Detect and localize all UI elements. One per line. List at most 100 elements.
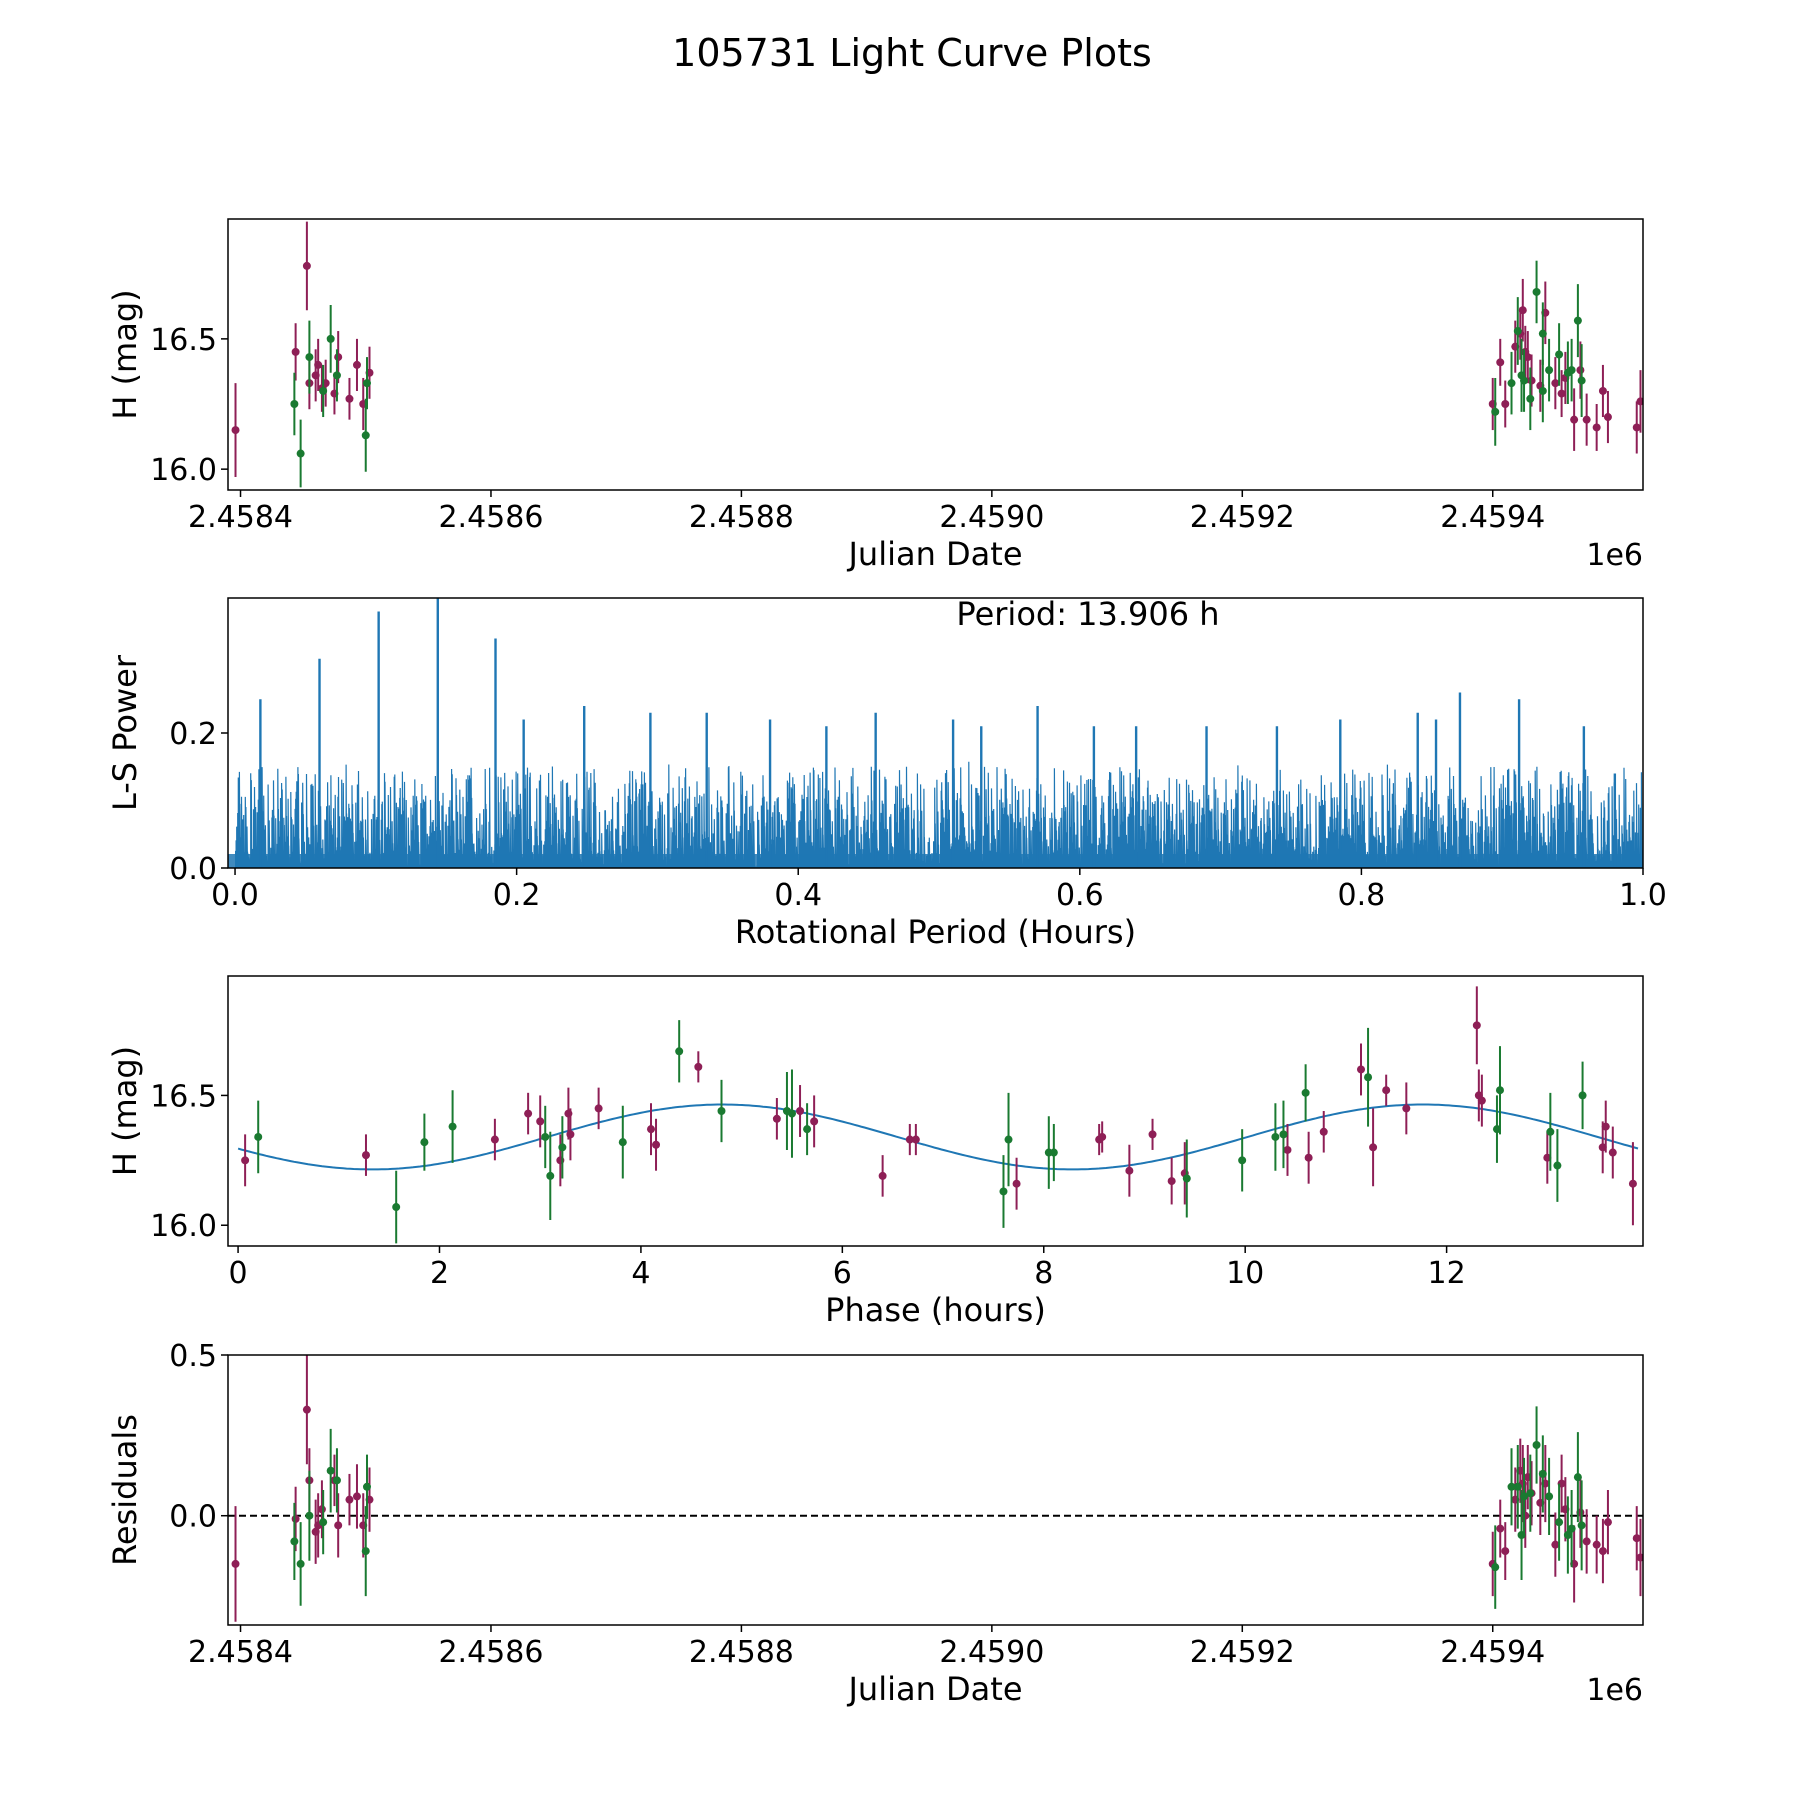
data-point [1167, 1177, 1176, 1186]
data-point [1004, 1135, 1013, 1144]
data-point [1477, 1096, 1486, 1105]
data-point [1012, 1179, 1021, 1188]
data-point [1555, 1518, 1564, 1527]
data-point [1523, 353, 1532, 362]
y-tick-label: 0.5 [169, 1339, 217, 1374]
data-point [1573, 1473, 1582, 1482]
x-tick-label: 2.4590 [939, 500, 1044, 535]
data-point [1369, 1143, 1378, 1152]
data-point [1271, 1132, 1280, 1141]
data-point [1577, 376, 1586, 385]
data-point [231, 1559, 240, 1568]
data-point [332, 371, 341, 380]
data-point [1526, 394, 1535, 403]
x-tick-label: 10 [1226, 1256, 1264, 1291]
x-tick-label: 2.4588 [689, 1635, 794, 1670]
x-axis-label: Julian Date [846, 535, 1022, 573]
data-point [1545, 366, 1554, 375]
ls-power-fill [228, 854, 1643, 868]
x-tick-label: 2 [430, 1256, 449, 1291]
data-point [787, 1109, 796, 1118]
axes-frame [227, 975, 1644, 1247]
data-point [291, 1514, 300, 1523]
x-tick-label: 2.4586 [438, 500, 543, 535]
data-point [1098, 1132, 1107, 1141]
data-point [1148, 1130, 1157, 1139]
plot-area [228, 598, 1643, 868]
data-point [1543, 1153, 1552, 1162]
y-tick-label: 0.2 [169, 717, 217, 752]
y-tick-label: 16.5 [150, 1079, 217, 1114]
data-point [1592, 423, 1601, 432]
data-point [1496, 358, 1505, 367]
data-point [296, 449, 305, 458]
data-point [1603, 1518, 1612, 1527]
x-tick-label: 0.2 [493, 878, 541, 913]
data-point [1551, 379, 1560, 388]
data-point [317, 1505, 326, 1514]
y-axis-label: Residuals [106, 1414, 144, 1566]
data-point [796, 1107, 805, 1115]
data-point [541, 1132, 550, 1141]
y-tick-label: 0.0 [169, 1500, 217, 1535]
data-point [1472, 1021, 1481, 1030]
data-point [1527, 376, 1536, 385]
data-point [392, 1203, 401, 1212]
data-point [810, 1117, 819, 1126]
data-point [905, 1135, 914, 1144]
panel-phase: 0 2 4 6 8 10 12 16.0 16.5 Phase (hours) H (mag) [106, 975, 1644, 1329]
data-point [345, 394, 354, 403]
data-point [646, 1125, 655, 1134]
data-point [334, 1521, 343, 1530]
data-point [361, 1547, 370, 1556]
figure-title: 105731 Light Curve Plots [672, 31, 1152, 75]
data-point [1582, 1537, 1591, 1546]
data-point [1491, 407, 1500, 416]
data-point [618, 1138, 627, 1147]
panel-periodogram: 0.0 0.2 0.4 0.6 0.8 1.0 0.0 0.2 Rotational Perio… [106, 595, 1667, 951]
data-point [1491, 1563, 1500, 1572]
x-tick-label: 0.4 [774, 878, 822, 913]
data-point [1578, 1091, 1587, 1100]
data-point [1553, 1161, 1562, 1170]
x-offset-label: 1e6 [1586, 1673, 1643, 1708]
data-point [1598, 1547, 1607, 1556]
data-point [1501, 400, 1510, 409]
x-tick-label: 4 [631, 1256, 650, 1291]
x-tick-label: 2.4592 [1190, 500, 1295, 535]
data-point [302, 261, 311, 270]
panel-residuals: 2.4584 2.4586 2.4588 2.4590 2.4592 2.4594 0.0 0… [106, 1339, 1644, 1708]
data-point [911, 1135, 920, 1144]
data-point [1526, 1489, 1535, 1498]
x-tick-label: 2.4590 [939, 1635, 1044, 1670]
data-point [1632, 1534, 1641, 1543]
data-point [1582, 415, 1591, 424]
data-point [1567, 1524, 1576, 1533]
x-tick-label: 1.0 [1619, 878, 1667, 913]
data-point [1592, 1540, 1601, 1549]
data-point [290, 1537, 299, 1546]
data-point [1545, 1492, 1554, 1501]
data-point [362, 1482, 371, 1491]
data-point [566, 1130, 575, 1139]
x-tick-label: 0.8 [1338, 878, 1386, 913]
data-point [1573, 316, 1582, 325]
x-tick-label: 2.4592 [1190, 1635, 1295, 1670]
data-point [319, 1518, 328, 1527]
data-point [345, 1495, 354, 1504]
x-offset-label: 1e6 [1586, 538, 1643, 573]
data-point [420, 1138, 429, 1147]
data-point [1603, 413, 1612, 422]
data-point [1598, 386, 1607, 395]
data-point [1532, 1441, 1541, 1449]
data-point [302, 1405, 311, 1414]
data-point [1496, 1524, 1505, 1533]
plot-area [231, 221, 1643, 488]
axes-frame [227, 1354, 1644, 1626]
data-point [332, 1476, 341, 1485]
data-point [305, 353, 314, 362]
data-point [362, 379, 371, 388]
data-point [717, 1107, 726, 1115]
x-tick-label: 2.4588 [689, 500, 794, 535]
